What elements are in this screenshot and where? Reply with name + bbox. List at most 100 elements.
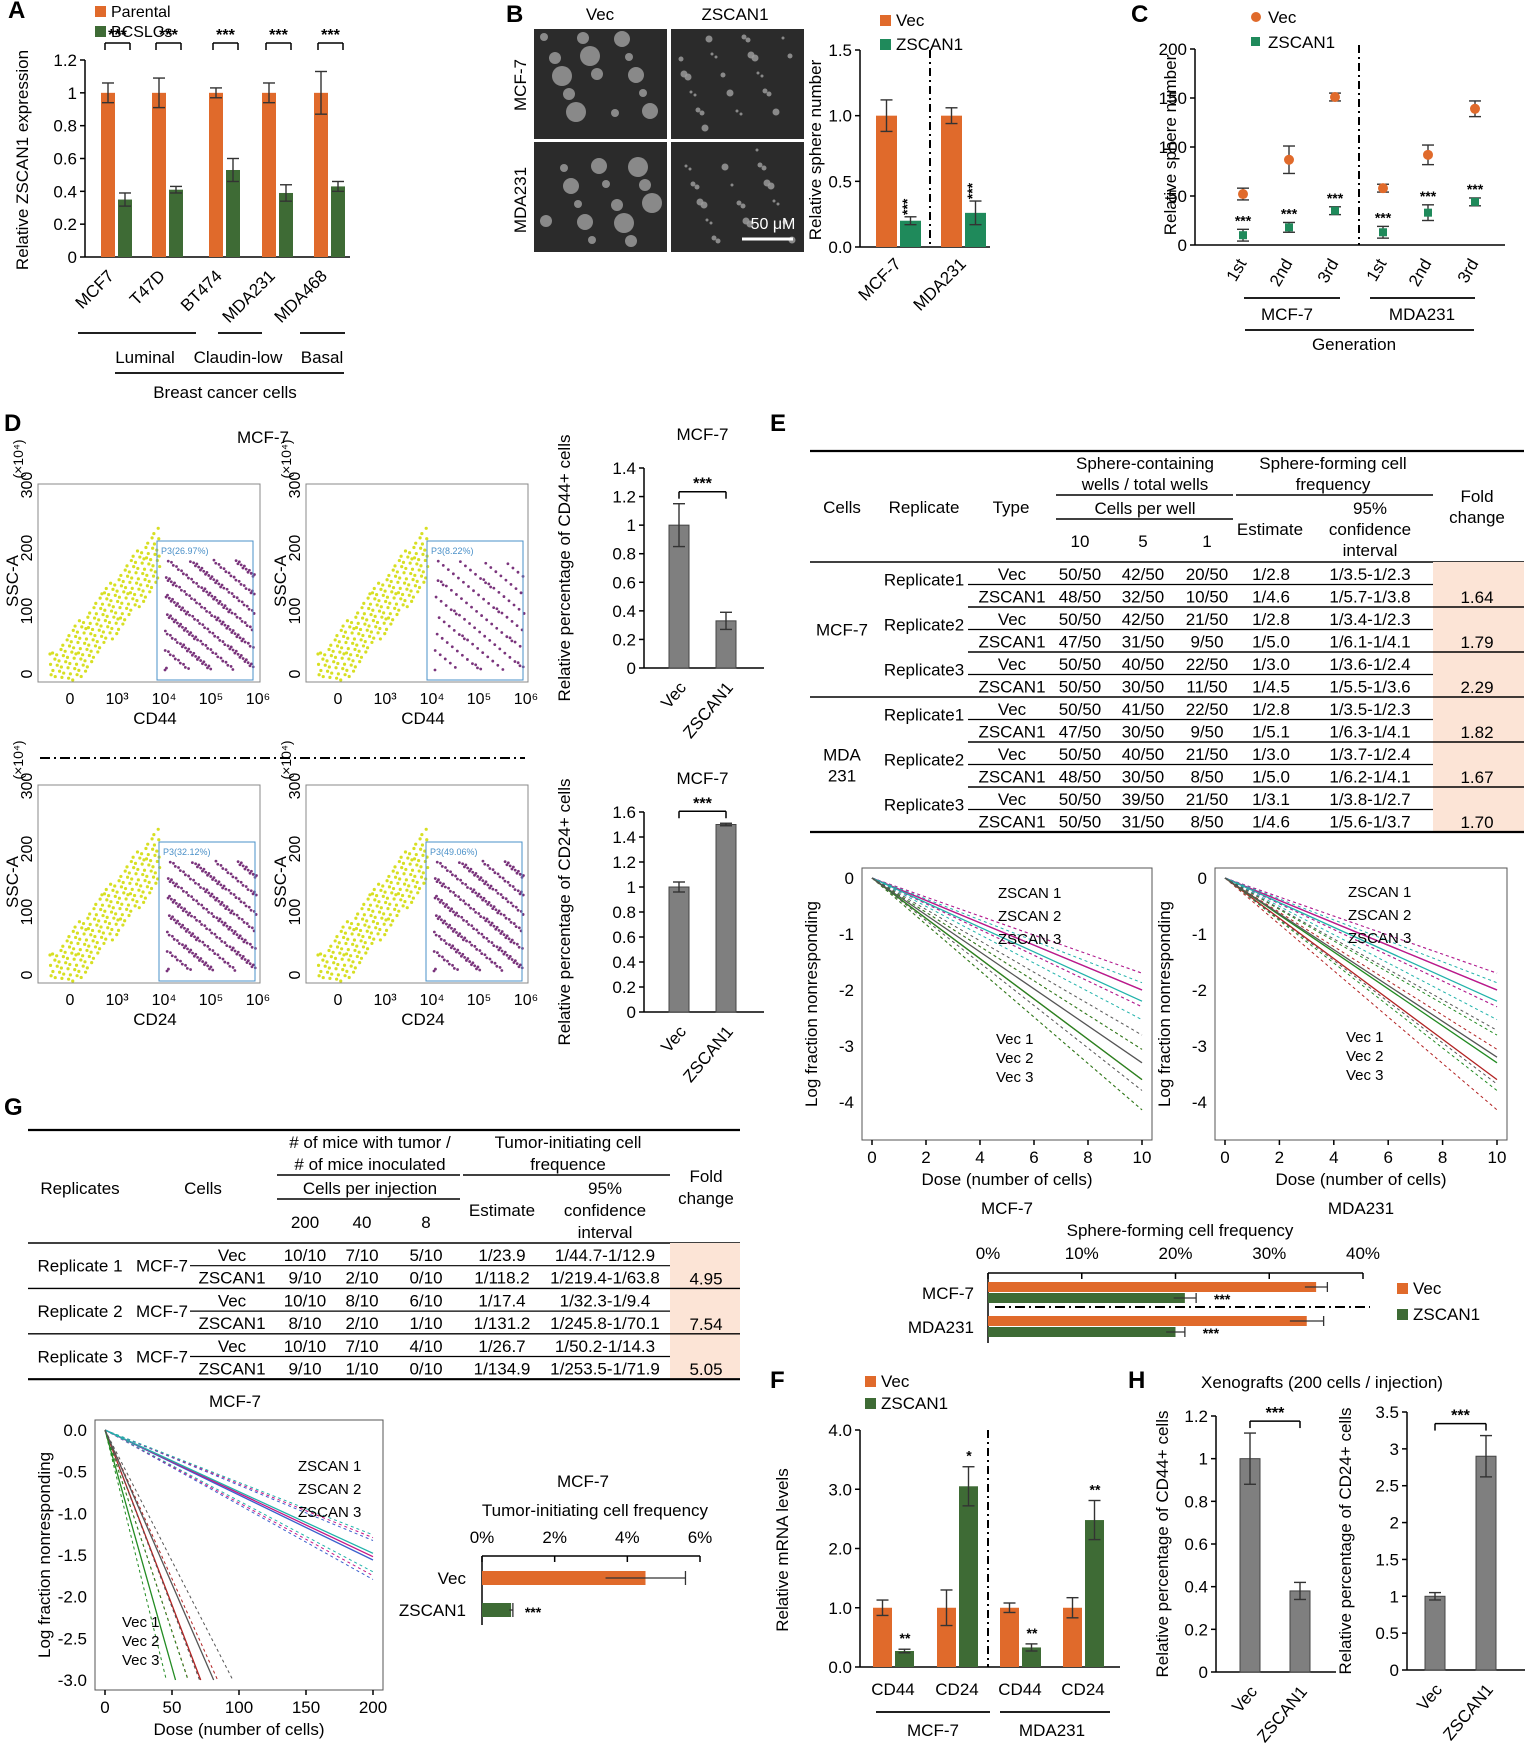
panel-g-lda-series-label: Vec 2 [122, 1633, 160, 1650]
flow-event-purple [186, 913, 190, 917]
flow-event-purple [180, 962, 184, 966]
flow-event-purple [447, 906, 450, 910]
flow-event-yellow [136, 577, 140, 581]
flow-event-yellow [71, 929, 75, 933]
panel-f-category-label: CD24 [1061, 1680, 1104, 1699]
flow-event-yellow [381, 583, 385, 587]
flow-event-purple [225, 587, 229, 591]
flow-event-yellow [97, 919, 101, 923]
flow-event-purple [503, 860, 507, 864]
flow-event-purple [454, 950, 458, 954]
flow-event-yellow [355, 653, 359, 658]
flow-event-yellow [133, 904, 137, 908]
table-cell: 1/3.1 [1252, 790, 1290, 809]
flow-event-yellow [358, 960, 362, 965]
significance-label: *** [964, 182, 980, 199]
flow-event-yellow [347, 674, 351, 679]
flow-event-yellow [100, 903, 105, 907]
flow-event-yellow [363, 941, 367, 945]
flow-event-purple [208, 630, 212, 634]
flow-event-purple [215, 598, 219, 602]
flow-event-yellow [151, 564, 155, 568]
flow-event-yellow [363, 622, 367, 626]
flow-event-purple [443, 919, 447, 923]
flow-event-yellow [128, 580, 132, 584]
flow-event-purple [193, 598, 197, 602]
flow-event-purple [218, 600, 222, 603]
sphere-blob [611, 109, 619, 117]
flow-event-yellow [132, 866, 136, 870]
flow-event-purple [192, 878, 196, 882]
flow-event-purple [213, 634, 217, 638]
flow-event-yellow [125, 606, 129, 610]
flow-event-yellow [325, 669, 330, 673]
flow-event-yellow [135, 899, 139, 904]
flow-event-yellow [83, 942, 87, 946]
table-cell: 1/10 [345, 1360, 378, 1379]
flow-event-yellow [134, 882, 139, 886]
sphere-blob [695, 107, 701, 113]
flow-y-unit: (×10⁴) [278, 740, 294, 779]
sphere-blob [730, 183, 734, 187]
table-cell: ZSCAN1 [198, 1269, 265, 1288]
table-cell: Vec [998, 610, 1027, 629]
flow-event-purple [214, 859, 218, 863]
flow-event-yellow [361, 644, 366, 648]
flow-event-yellow [396, 892, 401, 896]
panel-d-cd44-y-label: Relative percentage of CD44+ cells [555, 435, 574, 702]
flow-event-purple [243, 660, 247, 663]
legend-swatch [880, 15, 891, 26]
flow-y-label: SSC-A [271, 855, 290, 908]
flow-event-yellow [404, 878, 408, 882]
flow-event-purple [205, 927, 209, 931]
flow-event-purple [232, 595, 236, 598]
flow-x-tick-label: 0 [334, 691, 343, 708]
panel-e-lda-mda231-ci-line [1224, 877, 1498, 1036]
flow-event-purple [450, 873, 454, 877]
flow-event-yellow [62, 671, 66, 675]
flow-event-yellow [111, 888, 115, 892]
flow-event-yellow [340, 656, 344, 660]
table-cell: 42/50 [1122, 565, 1165, 584]
sphere-blob [715, 238, 721, 244]
flow-event-purple [212, 876, 216, 879]
panel-letter-g: G [4, 1094, 23, 1121]
flow-gate [158, 841, 256, 982]
flow-event-yellow [371, 909, 375, 913]
panel-e-lda-mcf7-ci-line [871, 877, 1143, 1111]
flow-event-purple [182, 662, 185, 666]
flow-event-purple [492, 924, 496, 928]
flow-event-purple [174, 921, 178, 925]
panel-f-bar [1085, 1520, 1104, 1667]
significance-label: *** [1467, 181, 1484, 197]
panel-e-lda-mcf7-series-label: Vec 3 [996, 1069, 1034, 1086]
flow-event-purple [478, 968, 482, 972]
flow-event-purple [243, 640, 247, 644]
flow-event-purple [205, 609, 208, 613]
panel-f-bar [937, 1607, 956, 1667]
flow-event-purple [513, 660, 517, 663]
flow-event-yellow [69, 640, 73, 644]
panel-e-lda-mda231-y-tick-label: -1 [1192, 925, 1207, 944]
flow-event-purple [484, 899, 488, 903]
y-tick-label: 3 [1390, 1440, 1399, 1459]
flow-event-purple [170, 954, 174, 958]
flow-event-purple [209, 894, 212, 898]
flow-event-yellow [354, 626, 359, 630]
flow-event-purple [213, 595, 217, 599]
flow-event-purple [228, 608, 232, 612]
flow-event-purple [503, 651, 507, 655]
flow-event-yellow [348, 926, 352, 930]
flow-event-purple [504, 936, 508, 940]
flow-event-purple [225, 607, 229, 611]
sphere-blob [642, 103, 658, 119]
panel-c-vec-point [1423, 149, 1433, 160]
table-header: Replicates [40, 1179, 119, 1198]
flow-event-yellow [152, 542, 157, 546]
flow-event-yellow [373, 614, 377, 618]
flow-event-yellow [152, 843, 157, 847]
panel-f-y-label: Relative mRNA levels [773, 1468, 792, 1631]
flow-y-tick-label: 200 [19, 535, 36, 562]
flow-event-purple [197, 883, 201, 886]
flow-event-yellow [335, 935, 339, 939]
